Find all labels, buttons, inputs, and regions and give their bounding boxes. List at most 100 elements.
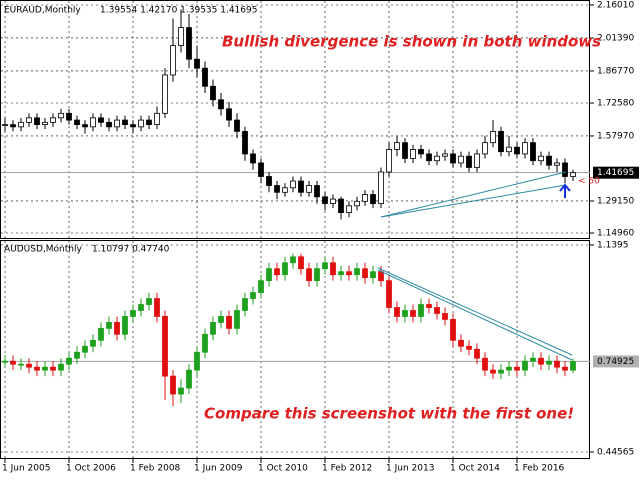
candle-body xyxy=(362,194,368,202)
y-tick-label: 2.01390 xyxy=(597,33,634,43)
candle-body xyxy=(482,142,488,155)
candle-body xyxy=(354,200,360,207)
candle-body xyxy=(378,171,384,204)
candle-body xyxy=(554,360,560,368)
candle-body xyxy=(266,176,272,186)
candle-body xyxy=(426,304,432,308)
candle-body xyxy=(514,146,520,155)
candle-body xyxy=(178,27,184,47)
candle-body xyxy=(146,298,152,305)
candle-body xyxy=(370,194,376,204)
candle-body xyxy=(10,124,16,128)
candle-body xyxy=(450,153,456,164)
candle-body xyxy=(474,153,480,168)
candle-body xyxy=(306,185,312,193)
candle-body xyxy=(562,162,568,177)
candle-body xyxy=(250,292,256,299)
candle-body xyxy=(442,153,448,157)
candle-body xyxy=(522,360,528,371)
candle-body xyxy=(458,155,464,164)
current-price-label: 0.74925 xyxy=(597,357,634,367)
candle-body xyxy=(34,366,40,371)
candle-body xyxy=(186,369,192,389)
candle-body xyxy=(330,262,336,276)
candle-body xyxy=(562,366,568,371)
candle-body xyxy=(394,307,400,317)
candle-body xyxy=(2,124,8,127)
candle-body xyxy=(386,280,392,308)
candle-body xyxy=(130,310,136,317)
candle-body xyxy=(554,162,560,166)
candle-body xyxy=(426,153,432,162)
candle-body xyxy=(394,142,400,150)
candle-body xyxy=(26,363,32,368)
candle-body xyxy=(58,112,64,119)
candle-body xyxy=(90,339,96,347)
candle-body xyxy=(274,185,280,193)
candle-body xyxy=(138,119,144,128)
candle-body xyxy=(530,142,536,162)
side-note: < 50 xyxy=(578,177,600,187)
candle-body xyxy=(218,99,224,110)
candle-body xyxy=(122,316,128,335)
candle-body xyxy=(98,117,104,123)
candle-body xyxy=(506,146,512,153)
candle-body xyxy=(114,119,120,128)
candle-body xyxy=(66,112,72,121)
candle-body xyxy=(226,108,232,121)
candle-body xyxy=(466,345,472,350)
candle-body xyxy=(210,85,216,101)
candle-body xyxy=(170,375,176,395)
candle-body xyxy=(322,196,328,204)
price-box xyxy=(593,355,639,368)
candle-body xyxy=(498,130,504,153)
candle-body xyxy=(370,271,376,279)
candle-body xyxy=(482,357,488,371)
trend-line xyxy=(380,184,567,218)
candle-body xyxy=(338,198,344,214)
current-price-label: 1.41695 xyxy=(597,168,634,178)
candle-body xyxy=(330,198,336,204)
candle-body xyxy=(346,271,352,276)
candle-body xyxy=(42,121,48,126)
symbol-title: EURAUD,Monthly xyxy=(4,6,81,16)
candle-body xyxy=(218,316,224,323)
candle-body xyxy=(546,360,552,365)
candle-body xyxy=(418,149,424,155)
candle-body xyxy=(570,172,576,177)
y-tick-label: 2.16010 xyxy=(597,1,634,11)
y-tick-label: 1.86770 xyxy=(597,66,634,76)
y-tick-label: 0.44565 xyxy=(597,448,634,458)
x-tick-label: 1 Jun 2013 xyxy=(386,464,434,474)
candle-body xyxy=(442,313,448,320)
candle-body xyxy=(538,357,544,365)
candle-body xyxy=(386,149,392,173)
candle-body xyxy=(106,322,112,329)
candle-body xyxy=(258,280,264,293)
candle-body xyxy=(58,363,64,371)
candle-body xyxy=(266,268,272,282)
candle-body xyxy=(530,357,536,362)
candle-body xyxy=(234,310,240,329)
candle-body xyxy=(26,117,32,123)
candle-body xyxy=(458,339,464,347)
candle-body xyxy=(234,119,240,132)
candle-body xyxy=(98,327,104,341)
x-tick-label: 1 Jun 2009 xyxy=(194,464,243,474)
price-box xyxy=(593,166,639,179)
candle-body xyxy=(322,262,328,270)
candle-body xyxy=(50,366,56,371)
candle-body xyxy=(434,307,440,314)
candle-body xyxy=(202,333,208,353)
candle-body xyxy=(178,387,184,395)
candle-body xyxy=(410,310,416,317)
candle-body xyxy=(570,361,576,371)
candle-body xyxy=(538,155,544,162)
candle-body xyxy=(250,153,256,164)
candle-body xyxy=(338,271,344,276)
candle-body xyxy=(162,316,168,377)
arrow xyxy=(559,183,571,198)
candle-body xyxy=(18,363,24,366)
annotation: Compare this screenshot with the first o… xyxy=(204,405,574,423)
candle-body xyxy=(306,268,312,282)
